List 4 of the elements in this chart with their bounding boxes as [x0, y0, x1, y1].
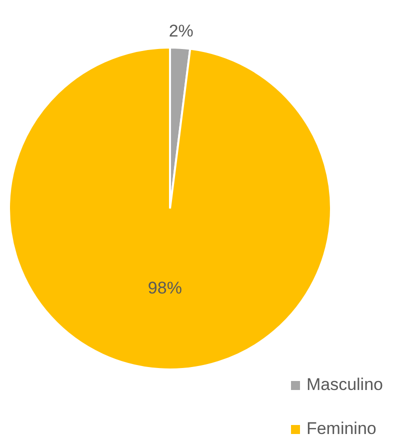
legend-label: Feminino — [306, 419, 376, 439]
data-label: 2% — [168, 22, 194, 41]
legend-label: Masculino — [306, 375, 383, 395]
data-label: 98% — [148, 278, 182, 298]
